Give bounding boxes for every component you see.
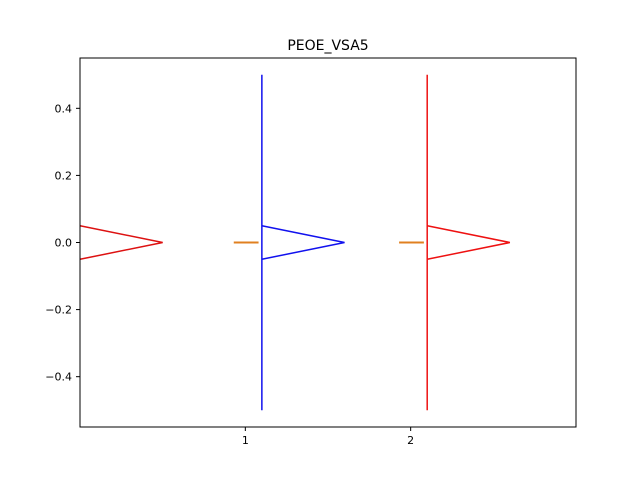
x-tick-label-1: 2	[407, 434, 414, 447]
x-tick-label-0: 1	[242, 434, 249, 447]
axis-ticks: 1 2 −0.4 −0.2 0.0 0.2 0.4	[45, 102, 414, 447]
y-tick-label-3: 0.2	[55, 169, 73, 182]
y-tick-label-1: −0.2	[45, 304, 72, 317]
violin-body-2	[427, 224, 511, 261]
y-tick-label-0: −0.4	[45, 371, 72, 384]
violin-body-0	[79, 224, 163, 261]
y-tick-label-2: 0.0	[55, 237, 73, 250]
chart-title: PEOE_VSA5	[287, 38, 368, 54]
y-tick-label-4: 0.4	[55, 102, 73, 115]
violin-body-1	[261, 224, 345, 261]
plot-area	[79, 74, 511, 411]
